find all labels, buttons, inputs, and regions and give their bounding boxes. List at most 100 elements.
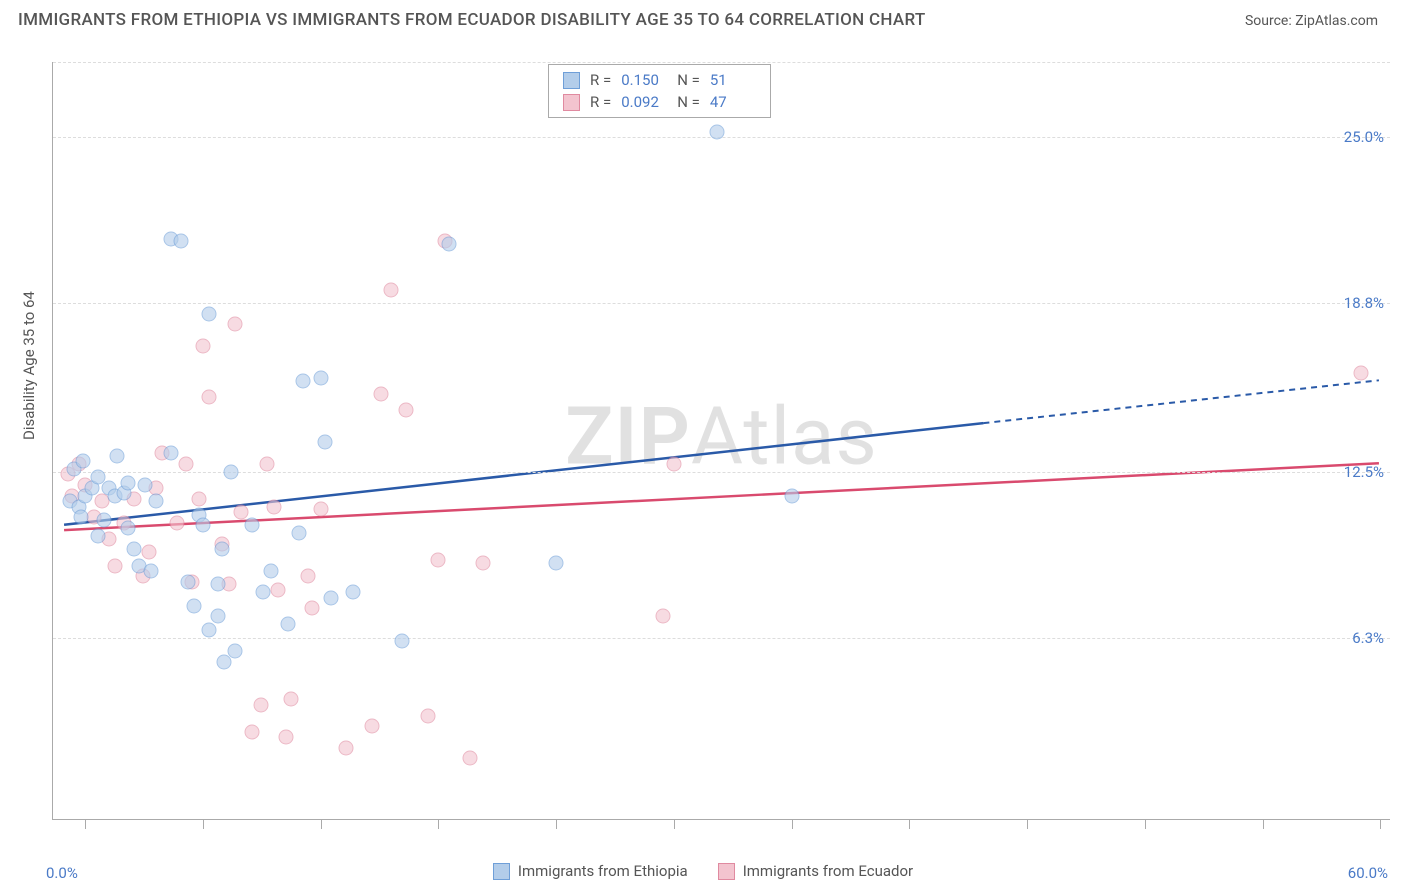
x-tick (321, 819, 322, 829)
data-point-ethiopia (120, 475, 135, 490)
data-point-ecuador (266, 499, 281, 514)
legend-bottom: Immigrants from Ethiopia Immigrants from… (0, 862, 1406, 880)
legend-label-ecuador: Immigrants from Ecuador (743, 862, 913, 880)
data-point-ecuador (191, 491, 206, 506)
data-point-ethiopia (709, 124, 724, 139)
data-point-ethiopia (120, 521, 135, 536)
y-tick-label: 6.3% (1352, 629, 1384, 647)
data-point-ecuador (195, 338, 210, 353)
data-point-ecuador (431, 553, 446, 568)
x-tick (792, 819, 793, 829)
data-point-ethiopia (549, 555, 564, 570)
swatch-ecuador (718, 863, 735, 880)
y-tick-label: 25.0% (1344, 128, 1384, 146)
x-tick (85, 819, 86, 829)
x-tick (1380, 819, 1381, 829)
data-point-ecuador (305, 601, 320, 616)
data-point-ecuador (373, 387, 388, 402)
x-axis-min-label: 0.0% (46, 864, 78, 882)
data-point-ecuador (227, 317, 242, 332)
data-point-ecuador (170, 515, 185, 530)
data-point-ethiopia (97, 513, 112, 528)
trendline-ecuador (64, 463, 1379, 530)
chart-title: IMMIGRANTS FROM ETHIOPIA VS IMMIGRANTS F… (18, 10, 926, 30)
data-point-ecuador (300, 569, 315, 584)
data-point-ethiopia (281, 617, 296, 632)
data-point-ecuador (656, 609, 671, 624)
y-tick-label: 12.5% (1344, 463, 1384, 481)
gridline-h (53, 62, 1390, 63)
trendline-dash-ethiopia (983, 380, 1379, 423)
data-point-ethiopia (110, 448, 125, 463)
data-point-ecuador (279, 729, 294, 744)
data-point-ethiopia (73, 510, 88, 525)
stat-n-ethiopia: 51 (710, 71, 756, 89)
data-point-ecuador (260, 456, 275, 471)
data-point-ethiopia (313, 371, 328, 386)
x-tick (909, 819, 910, 829)
x-tick (438, 819, 439, 829)
legend-item-ecuador: Immigrants from Ecuador (718, 862, 913, 880)
x-axis-max-label: 60.0% (1348, 864, 1388, 882)
data-point-ecuador (253, 697, 268, 712)
gridline-h (53, 303, 1390, 304)
data-point-ethiopia (215, 542, 230, 557)
x-tick (1263, 819, 1264, 829)
x-tick (1027, 819, 1028, 829)
data-point-ecuador (339, 740, 354, 755)
watermark: ZIPAtlas (565, 389, 878, 483)
stats-row-ecuador: R = 0.092 N = 47 (563, 91, 756, 113)
stats-row-ethiopia: R = 0.150 N = 51 (563, 69, 756, 91)
data-point-ethiopia (75, 454, 90, 469)
data-point-ethiopia (223, 464, 238, 479)
stat-r-ecuador: 0.092 (621, 93, 667, 111)
swatch-ethiopia (493, 863, 510, 880)
y-tick-label: 18.8% (1344, 294, 1384, 312)
stat-r-label: R = (590, 71, 611, 89)
data-point-ethiopia (202, 306, 217, 321)
data-point-ethiopia (264, 563, 279, 578)
data-point-ethiopia (296, 373, 311, 388)
data-point-ecuador (463, 751, 478, 766)
data-point-ecuador (270, 582, 285, 597)
data-point-ethiopia (324, 590, 339, 605)
legend-item-ethiopia: Immigrants from Ethiopia (493, 862, 688, 880)
swatch-ethiopia (563, 72, 580, 89)
y-axis-label: Disability Age 35 to 64 (20, 291, 38, 440)
stats-legend-box: R = 0.150 N = 51 R = 0.092 N = 47 (548, 64, 771, 118)
data-point-ethiopia (180, 574, 195, 589)
data-point-ecuador (1354, 365, 1369, 380)
data-point-ethiopia (195, 518, 210, 533)
stat-n-label: N = (677, 93, 700, 111)
gridline-h (53, 638, 1390, 639)
data-point-ecuador (476, 555, 491, 570)
data-point-ethiopia (127, 542, 142, 557)
data-point-ethiopia (442, 237, 457, 252)
data-point-ecuador (245, 724, 260, 739)
data-point-ecuador (313, 502, 328, 517)
data-point-ethiopia (394, 633, 409, 648)
data-point-ethiopia (245, 518, 260, 533)
data-point-ecuador (666, 456, 681, 471)
x-tick (203, 819, 204, 829)
legend-label-ethiopia: Immigrants from Ethiopia (518, 862, 688, 880)
data-point-ethiopia (317, 435, 332, 450)
data-point-ethiopia (148, 494, 163, 509)
data-point-ethiopia (210, 609, 225, 624)
header-row: IMMIGRANTS FROM ETHIOPIA VS IMMIGRANTS F… (0, 0, 1406, 30)
data-point-ecuador (384, 282, 399, 297)
stat-r-label: R = (590, 93, 611, 111)
data-point-ethiopia (202, 622, 217, 637)
stat-r-ethiopia: 0.150 (621, 71, 667, 89)
data-point-ethiopia (784, 488, 799, 503)
data-point-ethiopia (345, 585, 360, 600)
stat-n-ecuador: 47 (710, 93, 756, 111)
data-point-ecuador (399, 403, 414, 418)
swatch-ecuador (563, 94, 580, 111)
stat-n-label: N = (677, 71, 700, 89)
x-tick (674, 819, 675, 829)
x-tick (556, 819, 557, 829)
data-point-ecuador (142, 545, 157, 560)
data-point-ecuador (283, 692, 298, 707)
data-point-ethiopia (90, 529, 105, 544)
